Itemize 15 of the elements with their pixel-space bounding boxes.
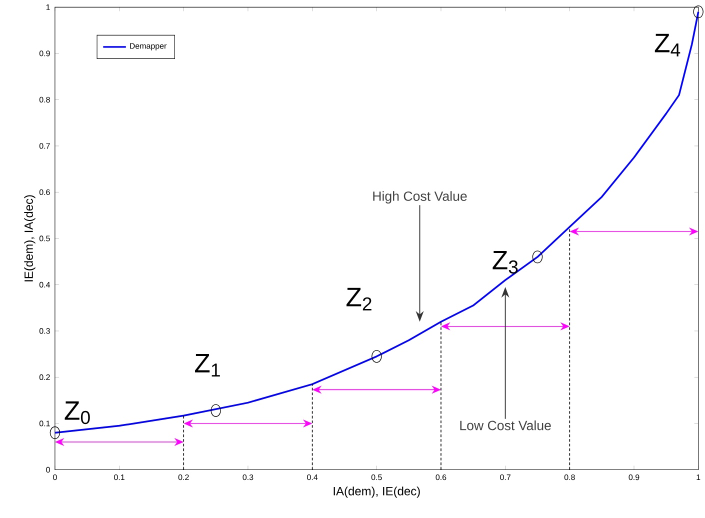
point — [50, 426, 60, 440]
annotation: Z$_{1}$ — [194, 354, 220, 377]
annotation: Z$_{2}$ — [346, 288, 372, 311]
point — [372, 350, 382, 363]
annotation: Z$_{3}$ — [492, 251, 518, 274]
annotation: Z$_{4}$ — [654, 34, 680, 56]
point — [532, 250, 543, 264]
point — [693, 6, 704, 18]
point — [210, 404, 221, 418]
annotation: High Cost Value — [373, 191, 467, 204]
y-axis-title: IE(dem), IA(dec) — [24, 195, 36, 282]
x-axis-title: IA(dem), IE(dec) — [334, 486, 420, 498]
line-series — [54, 11, 700, 434]
annotation: Low Cost Value — [460, 420, 551, 430]
annotation: Z$_{0}$ — [64, 402, 90, 424]
